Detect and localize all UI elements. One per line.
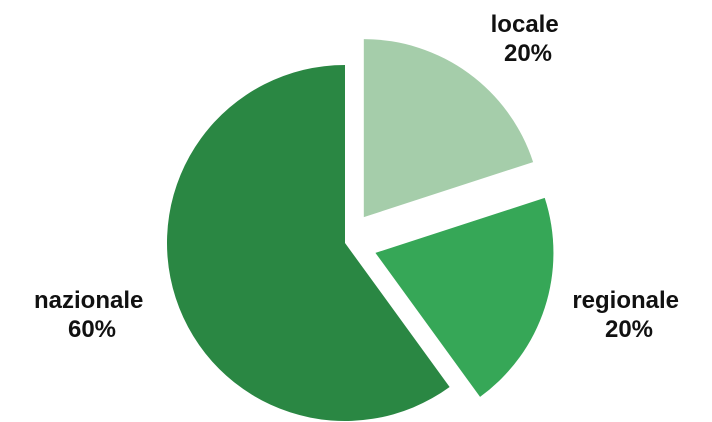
label-locale-name: locale [491, 11, 559, 38]
label-locale-percent: 20% [504, 40, 552, 67]
pie-slice-locale [363, 39, 534, 218]
label-regionale-percent: 20% [605, 316, 653, 343]
label-regionale-name: regionale [572, 287, 679, 314]
pie-slice-nazionale [166, 65, 450, 422]
label-regionale: regionale 20% [572, 287, 685, 343]
label-nazionale-percent: 60% [68, 316, 116, 343]
pie-slice-regionale [375, 197, 554, 397]
pie-labels: locale 20% regionale 20% nazionale 60% [34, 11, 685, 343]
label-nazionale: nazionale 60% [34, 287, 150, 343]
pie-slices [166, 39, 554, 422]
label-nazionale-name: nazionale [34, 287, 143, 314]
label-locale: locale 20% [491, 11, 566, 67]
